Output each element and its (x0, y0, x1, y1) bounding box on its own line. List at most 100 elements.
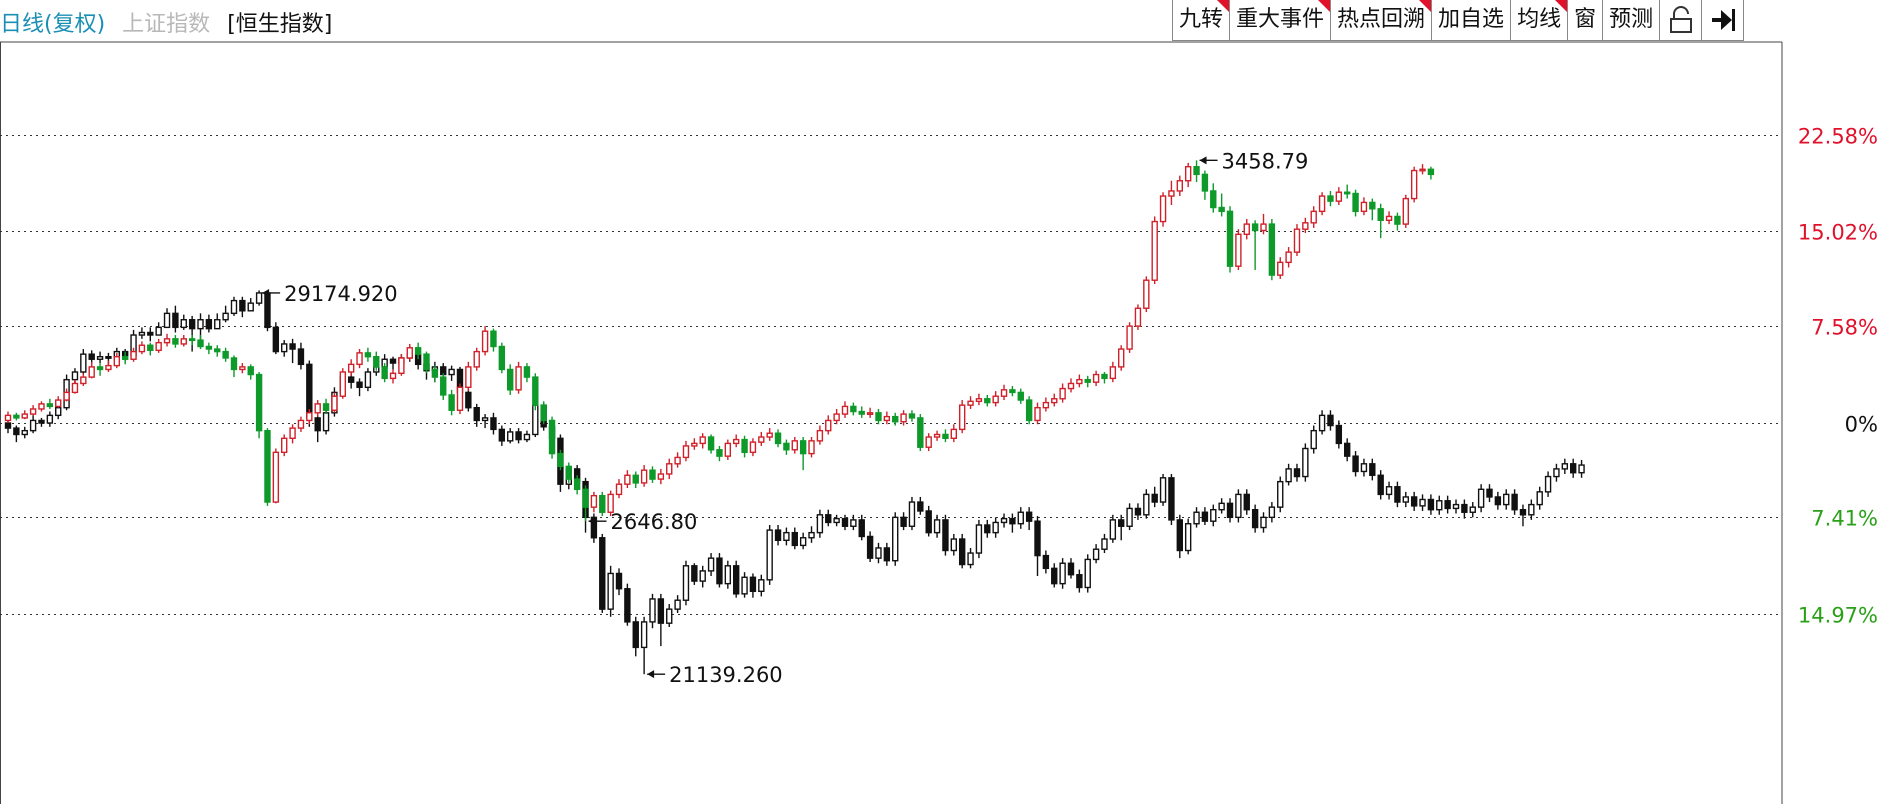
compare-candle-body (850, 519, 857, 527)
compare-candle-body (230, 299, 238, 315)
candle-body (582, 488, 589, 508)
candle-body (339, 371, 346, 397)
compare-candle-body (892, 516, 899, 562)
compare-candle-body (1151, 493, 1158, 503)
candle-body (105, 364, 112, 371)
compare-candle-body (674, 599, 681, 610)
compare-candle-body (71, 371, 79, 381)
compare-candle-body (1226, 502, 1234, 519)
candle-body (1377, 208, 1384, 221)
candle-body (933, 433, 941, 438)
compare-candle-body (1461, 503, 1468, 513)
compare-candle-body (1352, 455, 1359, 473)
candle-body (1260, 223, 1267, 232)
compare-candle-body (1235, 493, 1242, 519)
candle-body (808, 440, 815, 455)
candle-body (958, 404, 966, 431)
candle-body (306, 412, 313, 422)
candle-body (615, 483, 623, 496)
compare-candle-body (322, 412, 330, 432)
compare-candle-body (205, 319, 213, 330)
compare-candle-body (347, 376, 355, 383)
compare-candle-body (967, 552, 974, 566)
compare-candle-body (992, 521, 999, 534)
compare-candle-body (799, 537, 807, 547)
compare-candle-body (1293, 468, 1301, 478)
candle-body (431, 368, 439, 378)
candle-body (632, 474, 639, 484)
candle-body (121, 356, 129, 360)
compare-candle-body (791, 531, 798, 547)
candle-body (649, 469, 656, 480)
compare-candle-body (297, 348, 305, 366)
candle-body (1318, 195, 1326, 213)
compare-candle-body (741, 576, 748, 595)
toolbar-hot-review-button[interactable]: 热点回溯 (1331, 0, 1433, 40)
candle-body (314, 403, 321, 414)
compare-candle-body (615, 572, 623, 590)
candle-body (640, 469, 648, 484)
candle-body (1000, 389, 1008, 397)
candle-body (682, 445, 690, 459)
tab-hang-seng-index[interactable]: [恒生指数] (227, 12, 333, 37)
compare-candle-body (1126, 507, 1133, 527)
tab-shanghai-index[interactable]: 上证指数 (122, 12, 211, 37)
candle-body (29, 408, 37, 415)
compare-candle-body (1369, 463, 1376, 476)
compare-candle-body (1335, 424, 1343, 445)
lock-icon (1669, 6, 1692, 33)
compare-candle-body (1360, 463, 1368, 473)
toolbar-add-watchlist-button[interactable]: 加自选 (1432, 0, 1512, 40)
compare-candle-body (1277, 480, 1284, 508)
compare-candle-body (1034, 520, 1041, 557)
candle-body (716, 449, 723, 457)
candle-body (1193, 166, 1200, 176)
toolbar-window-button[interactable]: 窗 (1568, 0, 1604, 40)
compare-candle-body (356, 381, 363, 389)
candle-body (540, 404, 547, 422)
compare-candle-body (1377, 474, 1384, 496)
candle-body (732, 438, 740, 445)
extreme-value-label: 29174.920 (284, 282, 398, 306)
compare-candle-body (1176, 519, 1184, 552)
candle-body (866, 412, 874, 415)
candle-body (163, 338, 171, 344)
collapse-right-button[interactable] (1702, 0, 1745, 40)
toolbar-major-events-button[interactable]: 重大事件 (1230, 0, 1332, 40)
compare-candle-body (783, 531, 790, 542)
compare-candle-body (222, 312, 229, 321)
tab-daily-adjusted[interactable]: 日线(复权) (0, 12, 106, 37)
candle-body (1402, 197, 1409, 225)
compare-candle-body (1544, 475, 1552, 493)
candle-body (1385, 215, 1393, 221)
candle-body (942, 433, 949, 440)
compare-candle-body (1578, 464, 1585, 474)
toolbar-moving-average-button[interactable]: 均线 (1511, 0, 1569, 40)
compare-candle-body (1427, 498, 1435, 511)
lock-button[interactable] (1660, 0, 1703, 40)
candle-body (1159, 195, 1167, 223)
candle-body (498, 345, 506, 371)
candle-body (481, 330, 489, 353)
compare-candle-body (80, 353, 87, 373)
compare-candle-body (188, 319, 196, 330)
candle-body (749, 441, 757, 454)
candle-body (1268, 223, 1276, 276)
candle-body (96, 366, 104, 371)
candle-body (88, 366, 95, 378)
chart-toolbar: 九转 重大事件 热点回溯 加自选 均线 窗 预测 (1172, 0, 1745, 41)
candle-body (155, 341, 162, 352)
toolbar-jiuzhuan-button[interactable]: 九转 (1173, 0, 1231, 40)
candle-body (398, 357, 405, 374)
toolbar-forecast-button[interactable]: 预测 (1603, 0, 1661, 40)
compare-candle-body (1343, 442, 1351, 457)
candle-body (1243, 223, 1250, 236)
candle-body (825, 419, 832, 432)
collapse-right-icon (1711, 9, 1735, 31)
candle-body (1067, 382, 1075, 390)
candle-body (1009, 389, 1016, 394)
compare-candle-body (1084, 558, 1091, 589)
compare-candle-body (875, 547, 882, 559)
